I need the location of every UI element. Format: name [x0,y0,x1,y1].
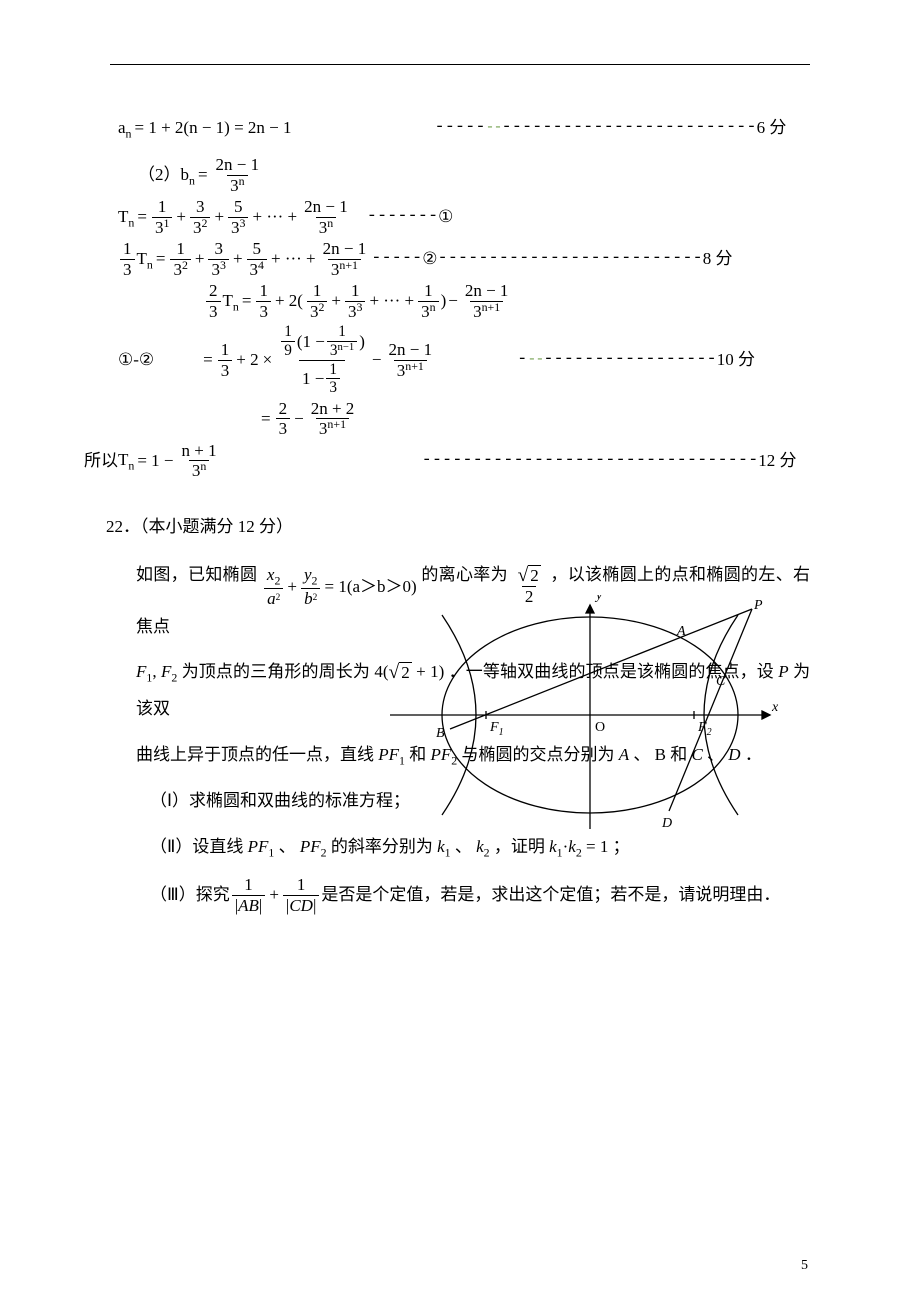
eq-Tn-1: Tn= 131+ 332+ 533+ ··· + 2n − 13n ------… [118,197,810,237]
circ2: ② [422,243,437,275]
score-12: 12 分 [758,445,796,477]
eq-Tn-3: 23 Tn= 13+ 2( 132+ 133+ ··· + 13n)− 2n −… [118,281,810,321]
lbl-x: x [771,700,779,715]
CD: CD [289,896,313,915]
q22-label: 22．（本小题满分 12 分） [106,511,810,543]
lbl-B: B [436,726,445,741]
dash-circ1: ------- [367,201,438,233]
content: an = 1 + 2(n − 1) = 2n − 1 -------------… [118,110,810,925]
dash-3b: ----------------- [543,344,716,376]
dash-circ2: ----- [371,243,422,275]
an-eq: = 1 + 2(n − 1) = 2n − 1 [132,112,295,144]
pII-b: 、 [279,837,296,856]
score-6: 6 分 [757,112,787,144]
figure-svg: y x O F1 F2 P A B C D [390,595,780,845]
dash-1b: ------------------------- [502,112,757,144]
lbl-y: y [594,595,603,603]
lbl-C: C [716,674,726,689]
dash-2c: -------------------------- [438,243,703,275]
eq-bn: （2） bn = 2n − 13n [118,155,810,195]
score-10: 10 分 [717,344,755,376]
dash-1g: -- [486,114,502,143]
part2-label: （2） [138,159,181,191]
bn-num: 2n − 1 [213,155,263,175]
q22-l1a: 如图，已知椭圆 [136,565,262,584]
figure: y x O F1 F2 P A B C D [390,595,780,845]
dash-1a: ----- [435,112,486,144]
dash-3g: -- [527,346,543,375]
dash-4: --------------------------------- [422,445,759,477]
pII-a: （Ⅱ）设直线 [150,837,248,856]
circ1: ① [438,201,453,233]
page: an = 1 + 2(n − 1) = 2n − 1 -------------… [0,0,920,1302]
eq-Tn-final: 所以 Tn= 1 − n + 13n ---------------------… [84,441,810,481]
pIII-b: 是否是个定值，若是，求出这个定值；若不是，请说明理由． [321,877,780,913]
score-8: 8 分 [703,243,733,275]
eq-Tn-2: 13 Tn= 132+ 333+ 534+ ··· + 2n − 13n+1 -… [118,239,810,279]
eq-an: an = 1 + 2(n − 1) = 2n − 1 -------------… [118,112,810,145]
lbl-F2: F2 [697,720,712,738]
ecc-num: 2 [528,565,541,586]
q22-partIII: （Ⅲ）探究 1|AB| + 1|CD| 是否是个定值，若是，求出这个定值；若不是… [150,875,810,915]
AB: AB [238,896,259,915]
q22-l3a: 曲线上异于顶点的任一点，直线 [136,745,378,764]
lbl-P: P [753,598,763,613]
lbl-O: O [595,720,605,735]
result-lead: 所以 [84,445,118,477]
top-rule [110,64,810,65]
q22-l2a: 为顶点的三角形的周长为 [182,662,370,681]
circ12: ①-② [118,344,154,376]
pIII-a: （Ⅲ）探究 [150,877,230,913]
page-number: 5 [801,1253,808,1280]
q22-l1b: 的离心率为 [421,565,512,584]
lbl-F1: F1 [489,720,504,738]
eq-Tn-5: = 23− 2n + 23n+1 [118,399,810,439]
lbl-A: A [676,624,686,639]
dash-3a: - [517,344,527,376]
peri-open: 4( [374,662,388,681]
eq-Tn-4: ①-② = 13+ 2× 19 (1 − 13n−1 ) 1 −13 − 2n … [118,323,810,396]
lbl-D: D [661,816,672,831]
